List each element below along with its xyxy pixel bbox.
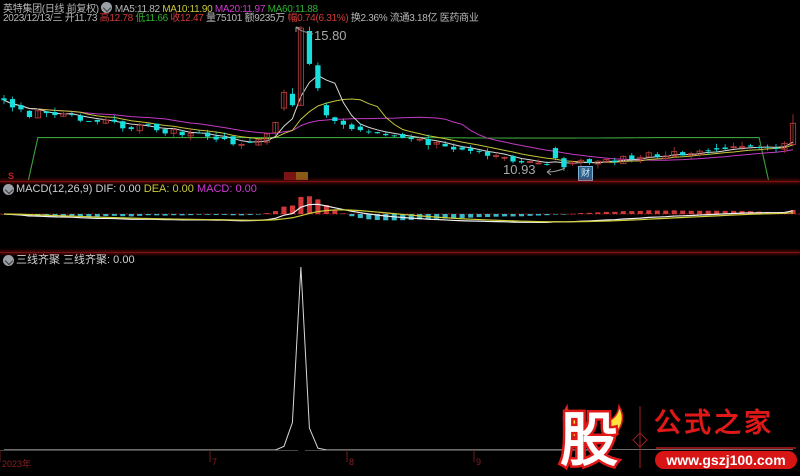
- svg-text:股: 股: [560, 408, 618, 473]
- svg-text:公式之家: 公式之家: [654, 407, 774, 438]
- svg-text:S: S: [8, 171, 14, 180]
